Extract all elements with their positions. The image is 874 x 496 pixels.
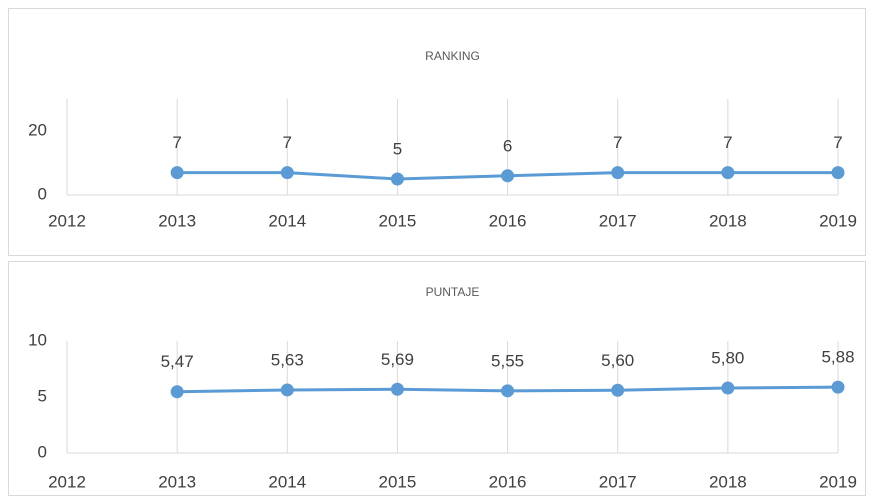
data-label: 6: [503, 136, 512, 155]
point: [721, 381, 735, 395]
x-tick-label: 2015: [379, 472, 417, 491]
x-tick-label: 2017: [599, 211, 637, 230]
data-label: 5: [393, 139, 402, 158]
point: [390, 382, 404, 396]
data-label: 5,60: [601, 351, 634, 370]
x-tick-label: 2017: [599, 472, 637, 491]
data-label: 5,88: [821, 348, 854, 367]
x-tick-label: 2019: [819, 211, 857, 230]
y-tick-label: 0: [38, 442, 47, 461]
x-tick-label: 2012: [48, 472, 86, 491]
point: [831, 166, 845, 180]
x-tick-label: 2019: [819, 472, 857, 491]
data-label: 7: [172, 133, 181, 152]
point: [721, 166, 735, 180]
y-tick-label: 5: [38, 386, 47, 405]
point: [280, 166, 294, 180]
data-label: 7: [283, 133, 292, 152]
point: [611, 166, 625, 180]
x-tick-label: 2018: [709, 211, 747, 230]
y-tick-label: 0: [38, 184, 47, 203]
point: [501, 169, 515, 183]
x-tick-label: 2014: [268, 472, 306, 491]
chart-title: RANKING: [425, 49, 480, 63]
point: [170, 166, 184, 180]
y-tick-label: 20: [28, 120, 47, 139]
point: [831, 380, 845, 394]
point: [280, 383, 294, 397]
data-label: 5,69: [381, 350, 414, 369]
data-label: 5,47: [161, 352, 194, 371]
data-label: 5,55: [491, 351, 524, 370]
point: [170, 385, 184, 399]
data-label: 7: [833, 133, 842, 152]
chart-title: PUNTAJE: [426, 285, 480, 299]
x-tick-label: 2014: [268, 211, 306, 230]
data-label: 7: [723, 133, 732, 152]
data-label: 5,63: [271, 350, 304, 369]
data-label: 5,80: [711, 349, 744, 368]
data-label: 7: [613, 133, 622, 152]
point: [390, 172, 404, 186]
chart-frame: [8, 8, 866, 256]
x-tick-label: 2013: [158, 472, 196, 491]
x-tick-label: 2012: [48, 211, 86, 230]
x-tick-label: 2013: [158, 211, 196, 230]
x-tick-label: 2015: [379, 211, 417, 230]
y-tick-label: 10: [28, 330, 47, 349]
point: [501, 384, 515, 398]
x-tick-label: 2016: [489, 472, 527, 491]
x-tick-label: 2018: [709, 472, 747, 491]
point: [611, 383, 625, 397]
x-tick-label: 2016: [489, 211, 527, 230]
